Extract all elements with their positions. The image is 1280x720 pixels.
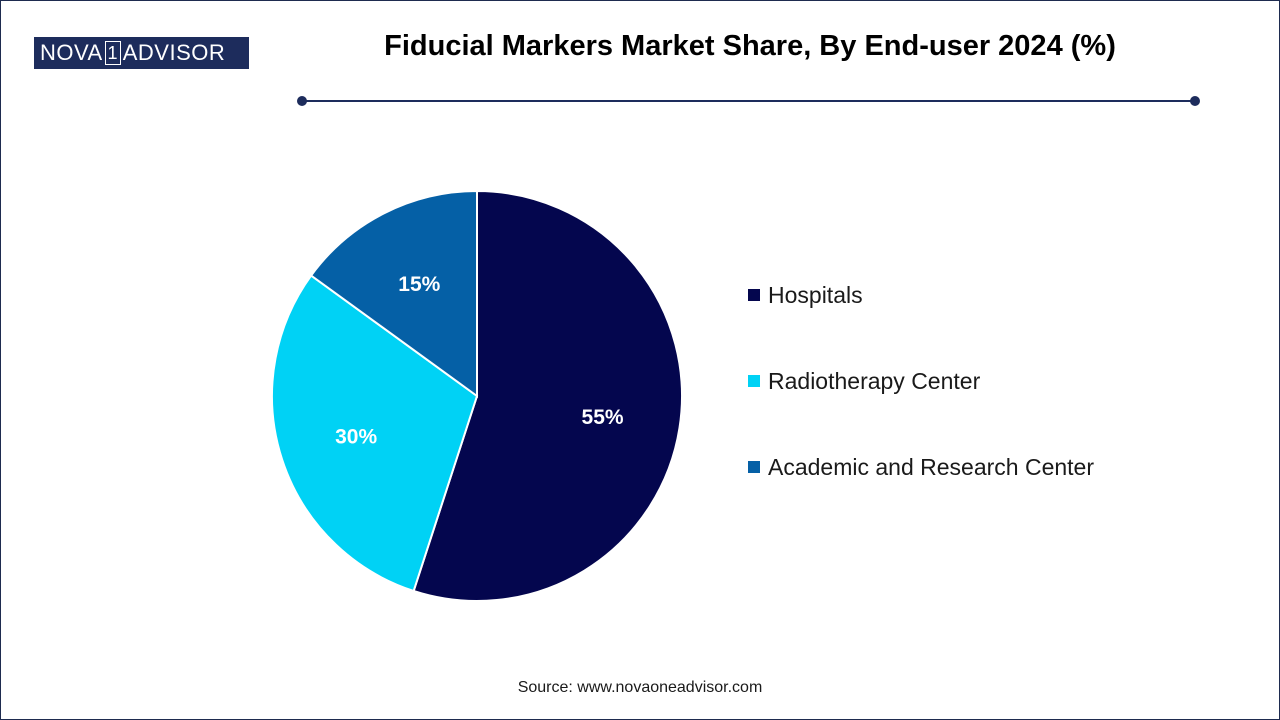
logo-box: 1 — [104, 41, 121, 65]
legend-swatch-hospitals — [748, 289, 760, 301]
legend-swatch-radiotherapy-center — [748, 375, 760, 387]
logo-text-left: NOVA — [40, 40, 103, 65]
nova-one-advisor-logo: NOVA 1 ADVISOR — [34, 37, 249, 69]
logo-text-right: ADVISOR — [122, 40, 226, 65]
legend-swatch-academic-and-research-center — [748, 461, 760, 473]
legend-item-hospitals: Hospitals — [748, 278, 1094, 312]
data-label-radiotherapy-center: 30% — [335, 425, 377, 448]
legend-label-radiotherapy-center: Radiotherapy Center — [768, 367, 981, 394]
data-label-academic-and-research-center: 15% — [398, 273, 440, 296]
pie-slice-radiotherapy-center — [271, 274, 479, 593]
pie-slice-academic-and-research-center — [309, 189, 478, 398]
legend: Hospitals Radiotherapy Center Academic a… — [748, 278, 1094, 536]
legend-label-academic-and-research-center: Academic and Research Center — [768, 453, 1094, 480]
source-note: Source: www.novaoneadvisor.com — [517, 679, 763, 696]
legend-item-radiotherapy-center: Radiotherapy Center — [748, 364, 1094, 398]
divider-dot-right — [1190, 96, 1200, 106]
data-label-hospitals: 55% — [582, 406, 624, 429]
pie-slice-hospitals — [412, 189, 683, 602]
legend-label-hospitals: Hospitals — [768, 281, 863, 308]
chart-title: Fiducial Markers Market Share, By End-us… — [384, 30, 1116, 62]
title-divider — [302, 100, 1195, 102]
divider-dot-left — [297, 96, 307, 106]
legend-item-academic-and-research-center: Academic and Research Center — [748, 450, 1094, 484]
